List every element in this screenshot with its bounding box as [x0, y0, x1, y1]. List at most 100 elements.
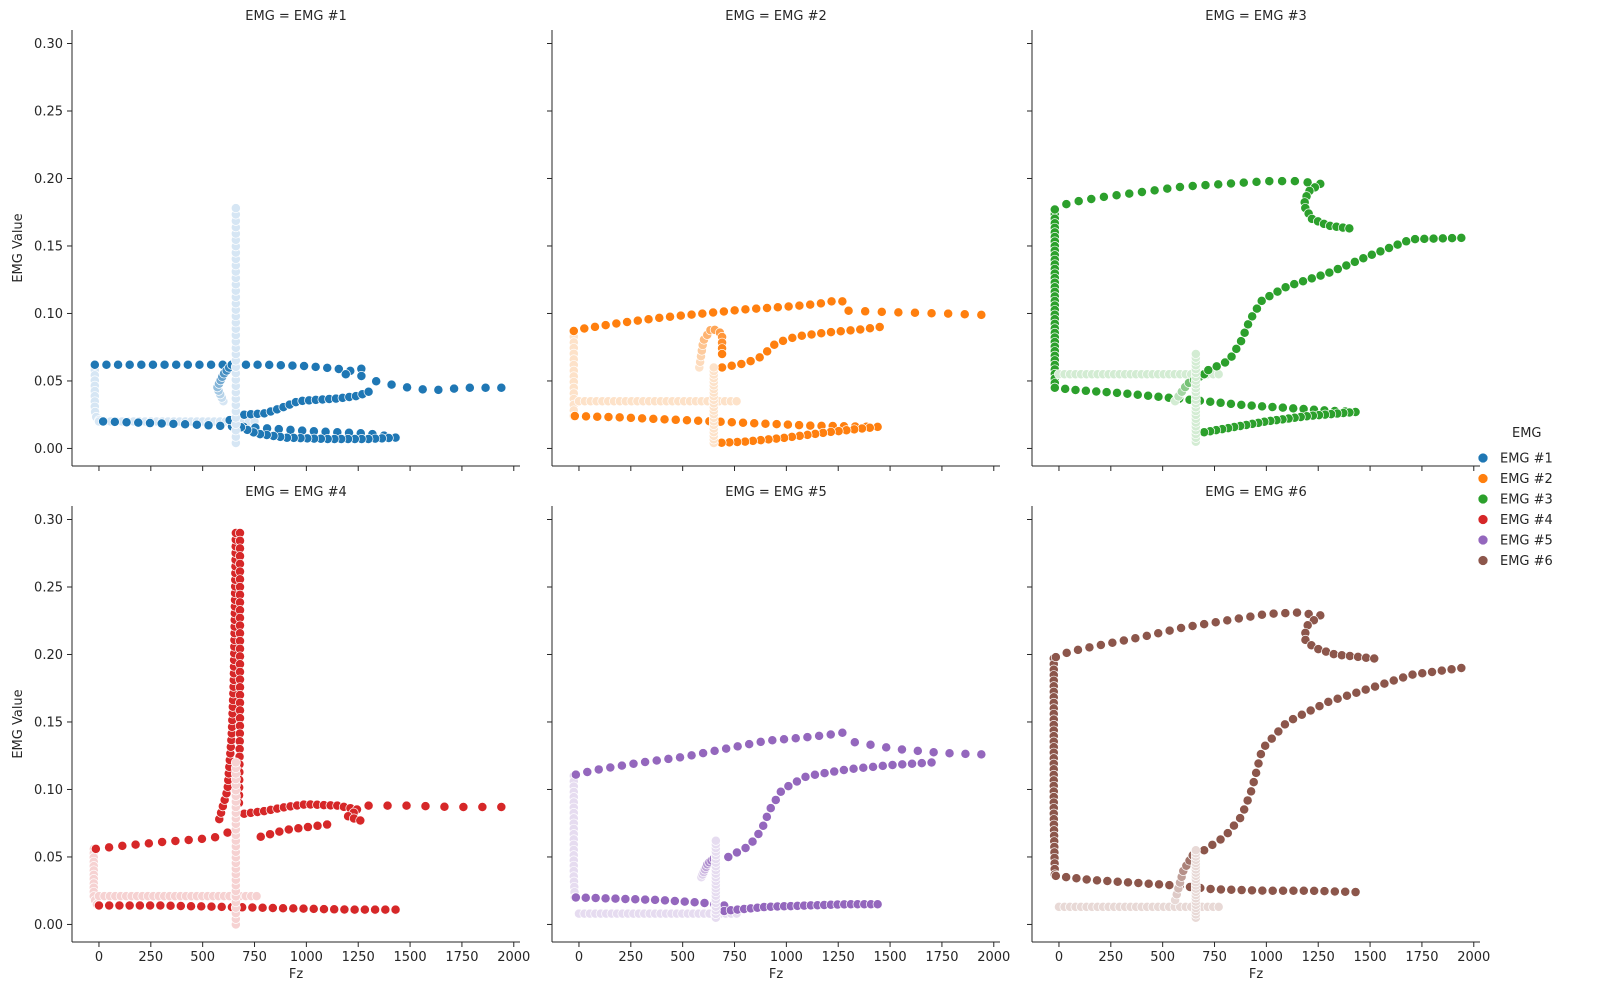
data-point — [170, 836, 181, 846]
data-point — [907, 758, 917, 769]
data-point — [1098, 191, 1109, 202]
data-point — [114, 900, 125, 911]
data-point — [809, 769, 820, 780]
y-tick-label: 0.15 — [34, 715, 63, 730]
data-point — [943, 308, 954, 319]
data-point — [191, 419, 202, 430]
x-tick-label: 2000 — [1457, 950, 1490, 965]
data-point — [1379, 678, 1390, 689]
data-point — [744, 739, 755, 750]
data-point — [1384, 243, 1394, 253]
data-point — [593, 764, 604, 775]
data-point — [1257, 401, 1268, 412]
data-point — [1176, 623, 1187, 633]
data-point — [826, 296, 837, 307]
data-point — [1375, 246, 1386, 257]
data-point — [736, 359, 747, 369]
data-point — [101, 359, 112, 370]
data-point — [625, 412, 636, 423]
data-point — [183, 835, 194, 845]
data-point — [881, 742, 892, 753]
data-point — [287, 360, 298, 371]
data-point — [363, 800, 374, 811]
data-point — [843, 305, 854, 316]
scatter-points — [568, 296, 987, 448]
data-point — [339, 904, 350, 915]
data-point — [1164, 625, 1175, 636]
data-point — [806, 329, 817, 340]
data-point — [180, 419, 191, 430]
scatter-points — [1049, 176, 1467, 447]
data-point — [1136, 187, 1147, 197]
data-point — [745, 356, 756, 367]
data-point — [458, 802, 469, 812]
data-point — [1277, 176, 1288, 187]
data-point — [1264, 291, 1275, 302]
data-point — [1049, 204, 1060, 215]
y-tick-label: 0.15 — [34, 239, 63, 254]
data-point — [1350, 887, 1361, 898]
legend-entry-label: EMG #1 — [1500, 452, 1553, 467]
data-point — [230, 203, 241, 214]
panel-title: EMG = EMG #6 — [1205, 485, 1306, 500]
data-point — [600, 320, 611, 331]
x-tick-label: 1500 — [874, 950, 907, 965]
data-point — [726, 360, 737, 371]
data-point — [1175, 182, 1185, 192]
data-point — [1112, 876, 1123, 887]
data-point — [1213, 901, 1224, 912]
data-point — [1336, 650, 1347, 661]
data-point — [874, 322, 885, 332]
panel-1: EMG = EMG #1 0.00 0.05 0.10 0.15 0.20 0.25 0.30… — [11, 9, 520, 471]
data-point — [1242, 795, 1253, 806]
data-point — [1199, 427, 1210, 438]
data-point — [1243, 319, 1254, 330]
data-point — [1199, 845, 1210, 856]
data-point — [1351, 687, 1362, 698]
data-point — [1417, 668, 1428, 679]
data-point — [675, 752, 685, 763]
data-point — [876, 306, 887, 317]
data-point — [329, 904, 340, 915]
data-point — [897, 744, 907, 755]
data-point — [802, 732, 813, 743]
data-point — [298, 903, 309, 914]
data-point — [1247, 311, 1258, 322]
data-point — [1149, 185, 1160, 196]
data-point — [679, 896, 690, 907]
data-point — [1436, 665, 1447, 676]
data-point — [1205, 396, 1216, 407]
data-point — [699, 898, 710, 908]
data-point — [770, 794, 781, 805]
data-point — [590, 893, 601, 904]
data-point — [643, 314, 654, 325]
data-point — [825, 729, 836, 740]
panel-2: EMG = EMG #2 — [547, 9, 1000, 471]
data-point — [109, 416, 120, 427]
data-point — [865, 323, 875, 334]
data-point — [390, 904, 401, 915]
data-point — [216, 901, 227, 912]
data-point — [1245, 611, 1256, 622]
data-point — [787, 332, 798, 343]
data-point — [1124, 188, 1135, 199]
data-point — [782, 419, 793, 430]
scatter-points — [568, 727, 987, 923]
data-point — [1187, 621, 1198, 631]
data-point — [196, 901, 207, 912]
data-point — [1211, 361, 1222, 372]
data-point — [1251, 303, 1262, 314]
data-point — [1332, 264, 1343, 275]
data-point — [1246, 786, 1257, 797]
data-point — [1226, 884, 1237, 895]
data-point — [206, 901, 217, 912]
data-point — [1215, 884, 1226, 895]
data-point — [439, 801, 450, 812]
data-point — [312, 820, 323, 831]
x-tick-label: 1500 — [1354, 950, 1387, 965]
legend-marker — [1477, 473, 1489, 484]
data-point — [1289, 176, 1300, 187]
data-point — [1081, 874, 1092, 885]
data-point — [1050, 652, 1061, 663]
data-point — [622, 317, 633, 327]
